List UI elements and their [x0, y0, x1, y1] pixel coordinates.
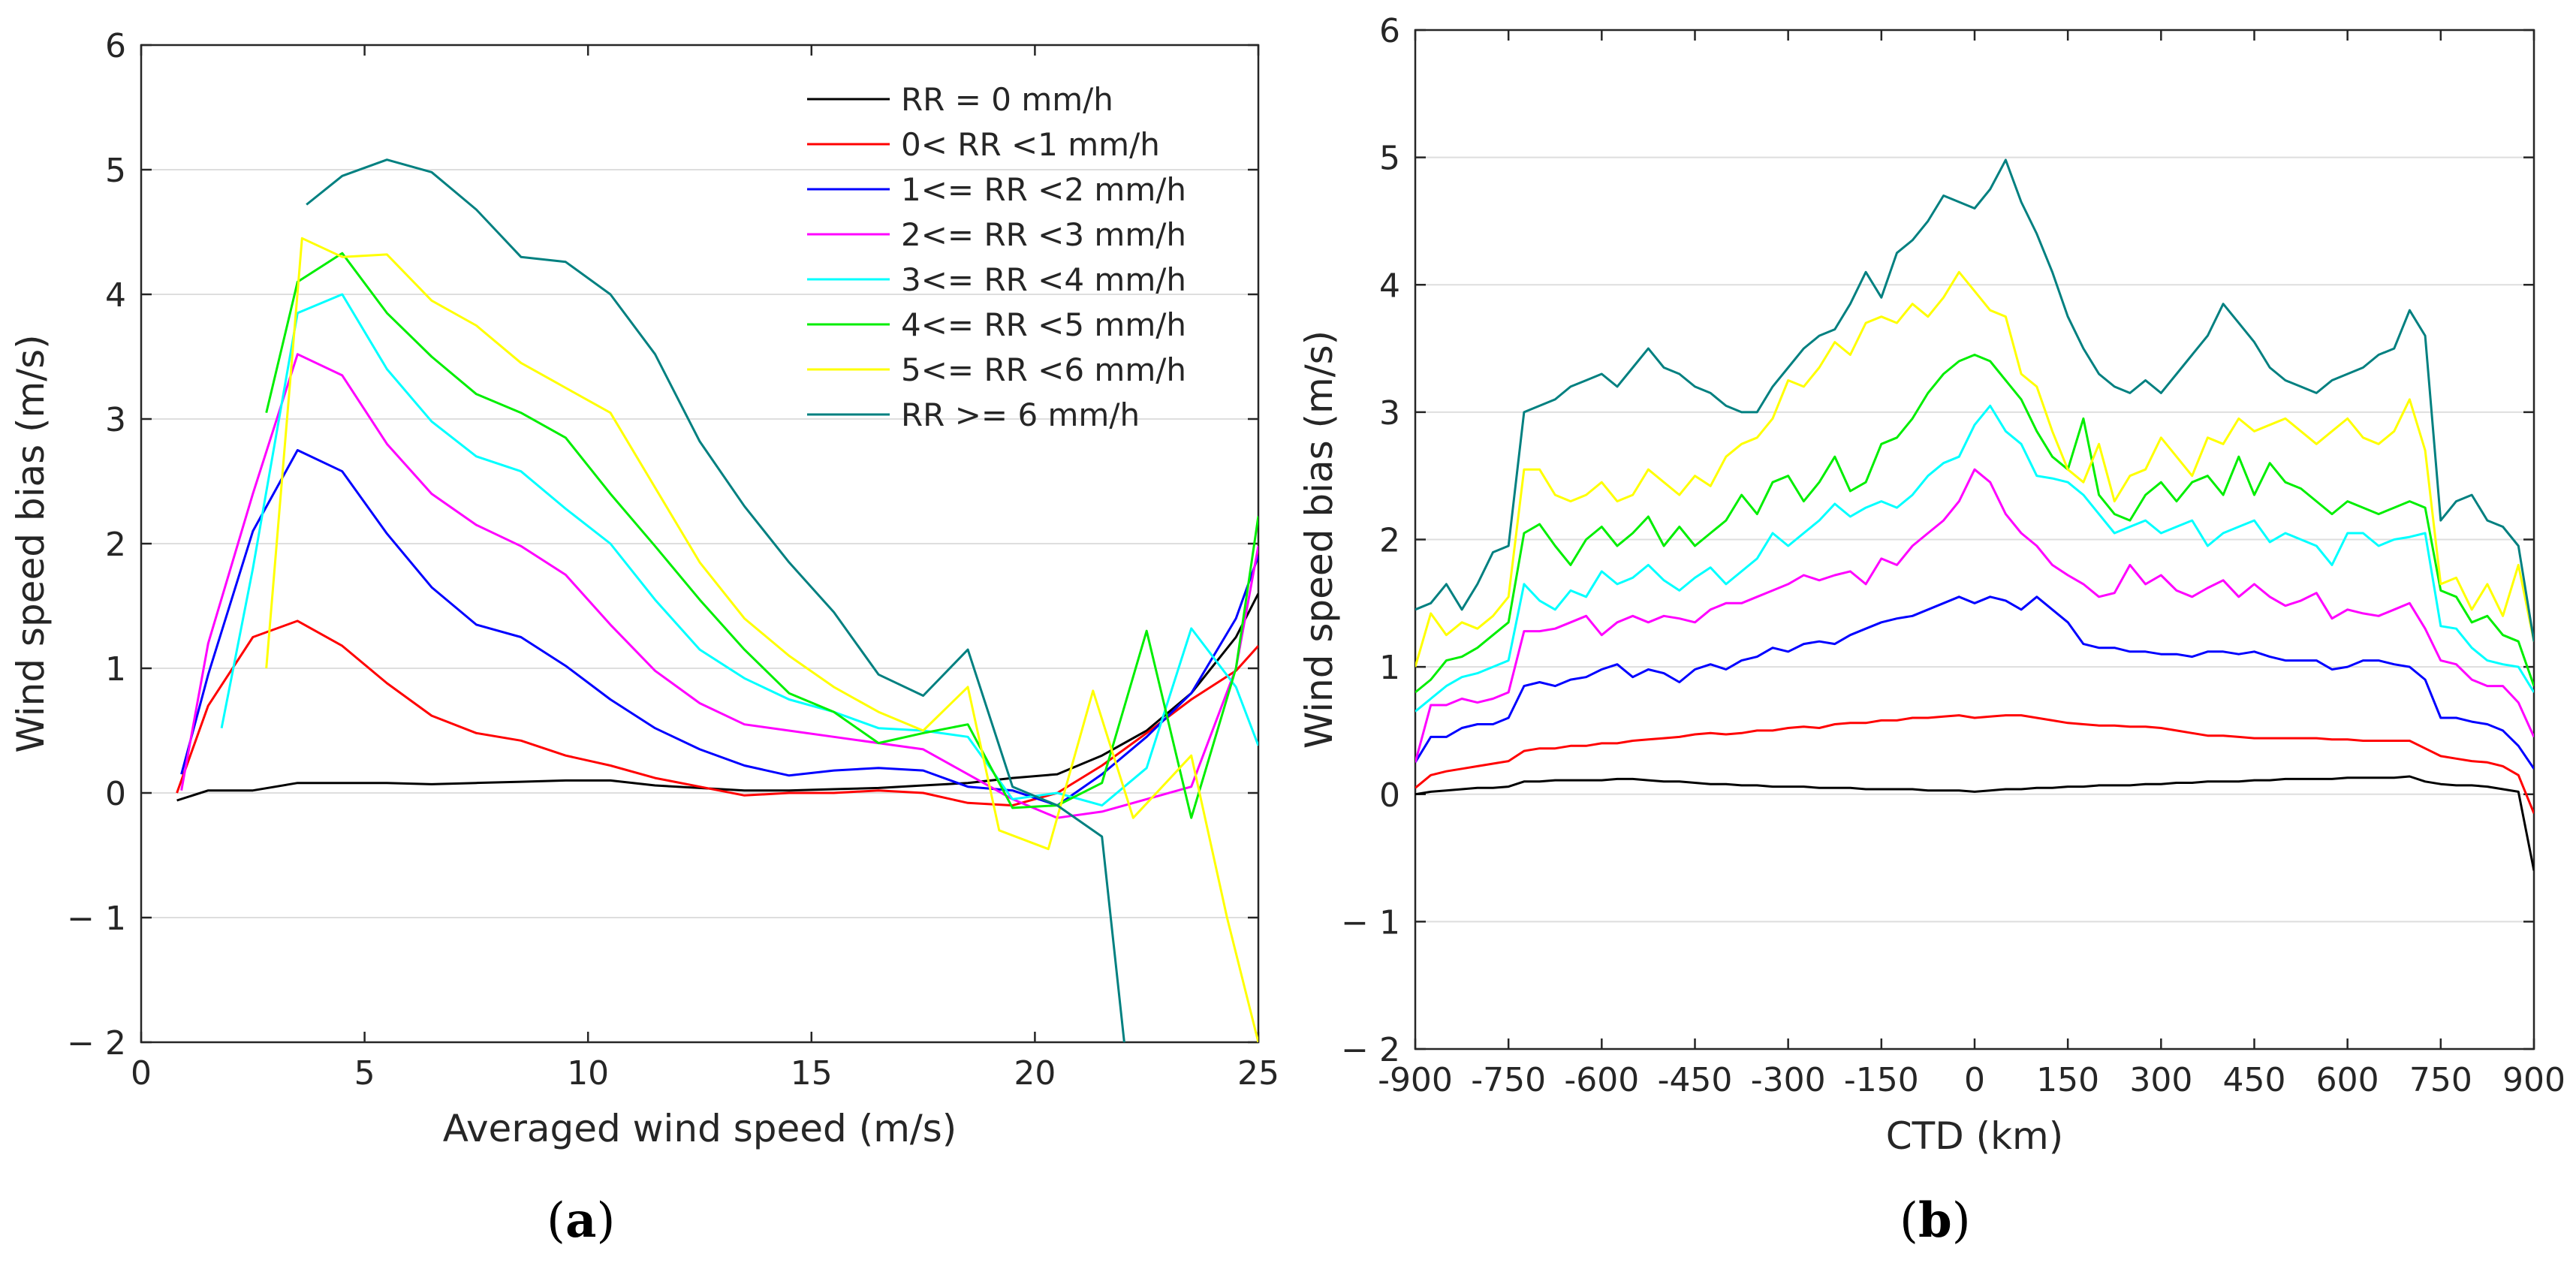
chart-panel-a: − 2 − 1 0 1 2 3 4 5 6 0 5 10 15 20 25 Averaged wind spe… — [9, 27, 1279, 1150]
series-line-b-7 — [1415, 158, 2534, 642]
x-tick-label-b: 900 — [2502, 1061, 2565, 1099]
x-tick-label-a: 15 — [791, 1054, 833, 1093]
series-line-a-0 — [176, 592, 1258, 802]
series-line-a-4 — [220, 293, 1258, 807]
y-tick-label-b: − 1 — [1341, 903, 1400, 942]
series-line-a-3 — [180, 353, 1258, 819]
x-tick-label-b: -300 — [1751, 1061, 1826, 1099]
series-line-b-2 — [1415, 595, 2534, 770]
legend-label: RR = 0 mm/h — [901, 81, 1113, 118]
x-tick-label-b: -900 — [1378, 1061, 1453, 1099]
y-tick-label-b: 1 — [1379, 649, 1400, 687]
x-tick-label-b: 750 — [2409, 1061, 2472, 1099]
y-tick-label-b: − 2 — [1341, 1031, 1400, 1069]
y-tick-label-b: 2 — [1379, 522, 1400, 560]
y-axis-label-b: Wind speed bias (m/s) — [1297, 330, 1341, 749]
legend-label: 2<= RR <3 mm/h — [901, 216, 1186, 253]
legend-label: 3<= RR <4 mm/h — [901, 261, 1186, 298]
y-tick-label-b: 0 — [1379, 776, 1400, 815]
y-tick-label-b: 4 — [1379, 267, 1400, 305]
x-tick-label-b: 150 — [2036, 1061, 2099, 1099]
series-line-a-2 — [180, 449, 1258, 807]
y-tick-label-a: − 1 — [67, 900, 126, 938]
y-tick-label-a: − 2 — [67, 1024, 126, 1063]
x-tick-label-b: 600 — [2316, 1061, 2379, 1099]
x-tick-label-b: -150 — [1844, 1061, 1919, 1099]
legend-label: 5<= RR <6 mm/h — [901, 351, 1186, 388]
series-line-b-4 — [1415, 404, 2534, 713]
series-line-b-6 — [1415, 270, 2534, 668]
legend-label: 4<= RR <5 mm/h — [901, 306, 1186, 343]
caption-a-letter: a — [565, 1192, 597, 1249]
x-tick-label-b: -600 — [1564, 1061, 1639, 1099]
x-tick-label-b: -750 — [1471, 1061, 1546, 1099]
series-line-a-7 — [306, 158, 1125, 1042]
y-tick-label-a: 2 — [105, 526, 126, 564]
chart-panel-b: − 2 − 1 0 1 2 3 4 5 6 -900 -750 -600 -450 -300 -150 0 15… — [1297, 12, 2565, 1158]
y-axis-label-a: Wind speed bias (m/s) — [9, 334, 53, 752]
legend-label: RR >= 6 mm/h — [901, 396, 1140, 433]
y-tick-label-b: 5 — [1379, 140, 1400, 178]
x-axis-label-b: CTD (km) — [1886, 1114, 2064, 1158]
x-tick-label-a: 5 — [354, 1054, 375, 1093]
y-tick-label-a: 4 — [105, 276, 126, 315]
caption-a: (a) — [547, 1192, 616, 1249]
x-tick-label-b: 0 — [1964, 1061, 1985, 1099]
x-tick-label-b: 450 — [2223, 1061, 2286, 1099]
y-tick-label-a: 0 — [105, 775, 126, 813]
x-tick-label-b: 300 — [2129, 1061, 2192, 1099]
y-tick-label-b: 3 — [1379, 394, 1400, 433]
x-tick-label-a: 25 — [1237, 1054, 1279, 1093]
series-line-a-5 — [265, 252, 1258, 819]
legend-label: 1<= RR <2 mm/h — [901, 171, 1186, 208]
series-line-b-5 — [1415, 354, 2534, 694]
series-line-b-1 — [1415, 714, 2534, 814]
legend-label: 0< RR <1 mm/h — [901, 126, 1160, 163]
x-tick-label-a: 20 — [1014, 1054, 1056, 1093]
x-axis-label-a: Averaged wind speed (m/s) — [443, 1107, 957, 1150]
caption-b-letter: b — [1918, 1192, 1952, 1249]
y-tick-label-a: 5 — [105, 152, 126, 190]
x-tick-label-a: 10 — [567, 1054, 609, 1093]
y-tick-label-a: 6 — [105, 27, 126, 65]
x-tick-label-b: -450 — [1658, 1061, 1733, 1099]
series-line-b-0 — [1415, 775, 2534, 871]
series-line-a-6 — [265, 237, 1258, 1042]
y-tick-label-a: 1 — [105, 650, 126, 689]
y-tick-label-b: 6 — [1379, 12, 1400, 50]
series-line-b-3 — [1415, 468, 2534, 763]
x-tick-label-a: 0 — [131, 1054, 152, 1093]
series-line-a-1 — [176, 619, 1258, 807]
y-tick-label-a: 3 — [105, 401, 126, 439]
caption-b: (b) — [1900, 1192, 1971, 1249]
